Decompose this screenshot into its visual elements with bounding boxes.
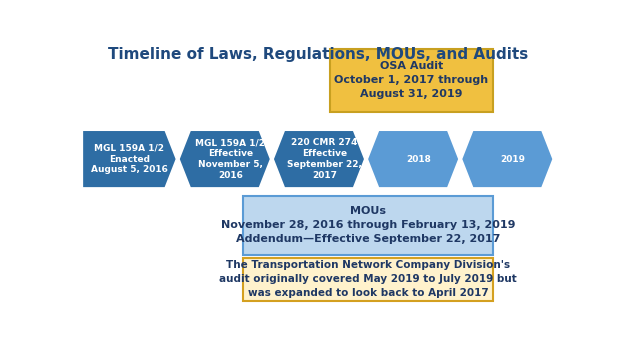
Polygon shape — [461, 130, 553, 188]
Text: 2019: 2019 — [500, 154, 526, 164]
Polygon shape — [273, 130, 365, 188]
FancyBboxPatch shape — [243, 257, 493, 301]
Text: 2018: 2018 — [406, 154, 432, 164]
Polygon shape — [367, 130, 459, 188]
Text: MOUs
November 28, 2016 through February 13, 2019
Addendum—Effective September 22: MOUs November 28, 2016 through February … — [221, 206, 515, 244]
Polygon shape — [179, 130, 271, 188]
Text: 220 CMR 274
Effective
September 22,
2017: 220 CMR 274 Effective September 22, 2017 — [287, 138, 362, 180]
Text: OSA Audit
October 1, 2017 through
August 31, 2019: OSA Audit October 1, 2017 through August… — [334, 61, 489, 99]
Text: MGL 159A 1/2
Enacted
August 5, 2016: MGL 159A 1/2 Enacted August 5, 2016 — [91, 144, 168, 174]
FancyBboxPatch shape — [243, 196, 493, 255]
Text: The Transportation Network Company Division's
audit originally covered May 2019 : The Transportation Network Company Divis… — [219, 260, 517, 298]
Polygon shape — [82, 130, 177, 188]
Text: Timeline of Laws, Regulations, MOUs, and Audits: Timeline of Laws, Regulations, MOUs, and… — [108, 47, 528, 62]
Text: MGL 159A 1/2
Effective
November 5,
2016: MGL 159A 1/2 Effective November 5, 2016 — [195, 138, 265, 180]
FancyBboxPatch shape — [330, 49, 493, 112]
